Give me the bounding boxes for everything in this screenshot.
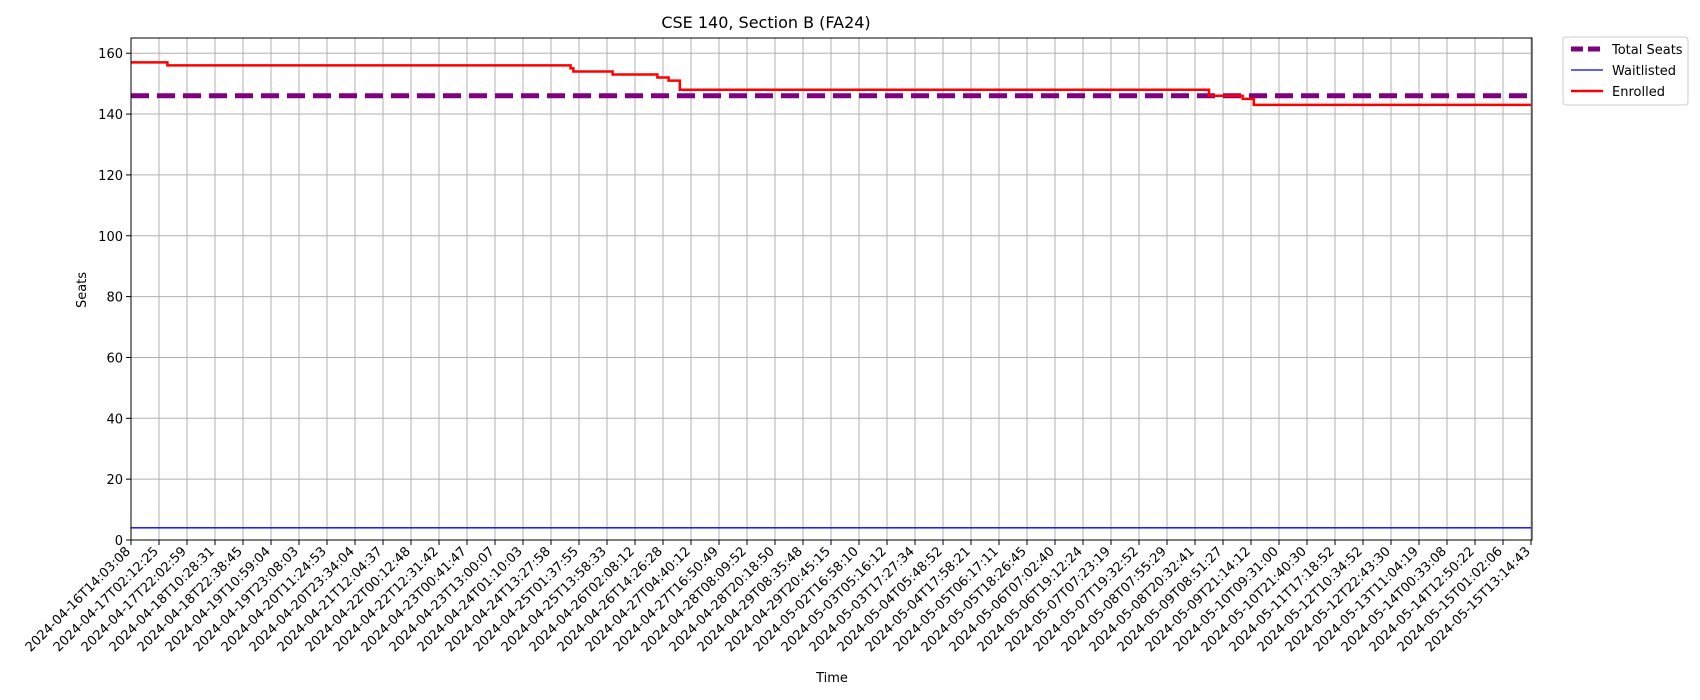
legend-label: Enrolled [1612,85,1665,100]
legend: Total Seats Waitlisted Enrolled [1562,36,1689,106]
legend-label: Waitlisted [1612,64,1676,79]
chart-title: CSE 140, Section B (FA24) [661,13,870,32]
x-axis-title: Time [815,671,848,686]
x-axis: 2024-04-16T14:03:082024-04-17T02:12:2520… [23,540,1534,655]
y-tick-label: 40 [106,412,123,427]
y-tick-label: 80 [106,291,123,306]
y-tick-label: 160 [98,47,123,62]
grid [130,38,1532,541]
legend-frame [1562,36,1689,106]
legend-label: Total Seats [1611,43,1683,58]
y-tick-label: 140 [98,108,123,123]
y-tick-label: 100 [98,230,123,245]
y-tick-label: 0 [115,534,123,549]
y-axis-title: Seats [75,272,90,308]
series-enrolled [131,61,1531,107]
series-layer [131,61,1531,529]
y-tick-label: 120 [98,169,123,184]
y-axis: 0 20 40 60 80 100 120 140 160 [98,47,131,549]
y-tick-label: 60 [106,351,123,366]
y-tick-label: 20 [106,473,123,488]
